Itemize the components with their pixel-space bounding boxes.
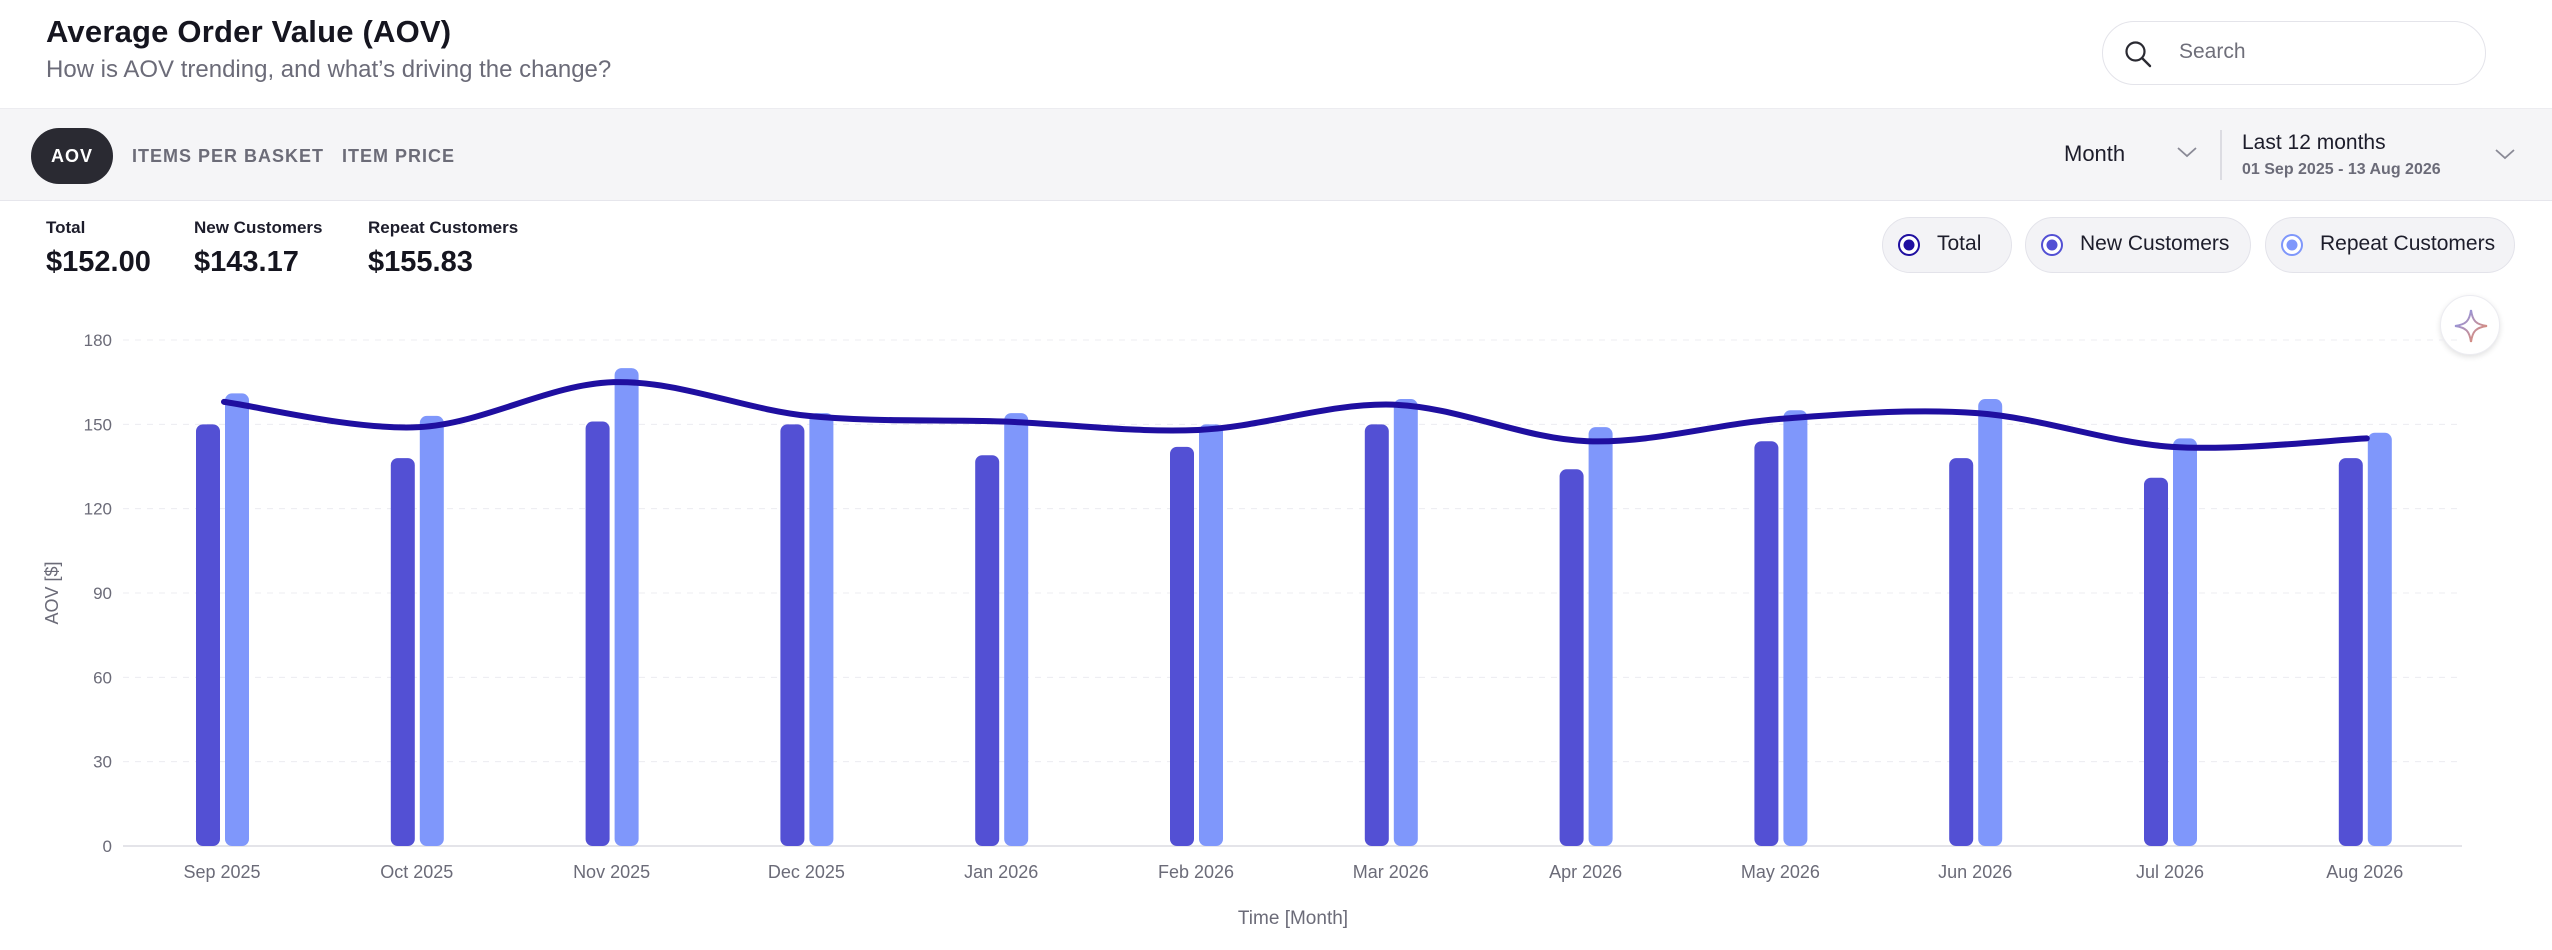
search-icon <box>2125 41 2152 68</box>
bar-new-customers <box>975 455 1000 846</box>
legend-label: Repeat Customers <box>2320 232 2496 255</box>
x-tick-label: May 2026 <box>1741 862 1820 882</box>
date-range-dropdown[interactable]: Last 12 months 01 Sep 2025 - 13 Aug 2026 <box>2242 109 2522 200</box>
kpi-total: Total $152.00 <box>46 218 151 279</box>
x-tick-label: Aug 2026 <box>2326 862 2403 882</box>
bar-new-customers <box>1170 446 1194 846</box>
total-series-line <box>221 379 2370 451</box>
ai-insights-button[interactable] <box>2440 295 2500 355</box>
x-tick-label: Jun 2026 <box>1938 862 2012 882</box>
date-range-label: Last 12 months <box>2242 131 2386 154</box>
kpi-label: New Customers <box>194 218 323 237</box>
tab-item-price[interactable]: ITEM PRICE <box>342 146 456 166</box>
y-tick-label: 0 <box>103 837 112 856</box>
granularity-value: Month <box>2064 141 2126 166</box>
bar-new-customers <box>1559 469 1584 846</box>
legend-toggle-new-customers[interactable]: New Customers <box>2025 217 2251 273</box>
bar-repeat-customers <box>2173 438 2197 846</box>
radio-selected-icon <box>2281 234 2303 256</box>
bar-repeat-customers <box>1783 410 1808 846</box>
bar-new-customers <box>585 421 610 846</box>
x-axis-label: Time [Month] <box>1238 908 1348 929</box>
bar-repeat-customers <box>1199 424 1223 846</box>
bar-new-customers <box>1949 458 1974 846</box>
kpi-repeat-customers: Repeat Customers $155.83 <box>368 218 518 279</box>
bar-repeat-customers <box>2367 432 2392 846</box>
x-tick-label: Feb 2026 <box>1158 862 1234 882</box>
toolbar-divider <box>2220 130 2222 180</box>
y-tick-label: 150 <box>84 415 112 434</box>
search-field[interactable]: Search <box>2102 21 2486 85</box>
bar-new-customers <box>2338 458 2363 846</box>
bar-repeat-customers <box>225 393 249 846</box>
kpi-label: Total <box>46 218 86 237</box>
bar-repeat-customers <box>419 415 444 846</box>
bar-repeat-customers <box>1588 427 1613 846</box>
bar-new-customers <box>780 424 805 846</box>
kpi-value: $155.83 <box>368 246 473 278</box>
y-tick-label: 180 <box>84 331 112 350</box>
legend-toggle-total[interactable]: Total <box>1882 217 2012 273</box>
x-tick-label: Jul 2026 <box>2136 862 2204 882</box>
x-tick-label: Nov 2025 <box>573 862 650 882</box>
bar-repeat-customers <box>1393 399 1418 846</box>
y-tick-label: 60 <box>93 668 112 687</box>
kpi-label: Repeat Customers <box>368 218 519 237</box>
page-header: Average Order Value (AOV) How is AOV tre… <box>0 0 2552 108</box>
chart-grid <box>123 339 2462 847</box>
tab-items-per-basket[interactable]: ITEMS PER BASKET <box>132 146 325 166</box>
legend-toggle-repeat-customers[interactable]: Repeat Customers <box>2265 217 2515 273</box>
radio-selected-icon <box>1898 234 1920 256</box>
chart-line <box>221 379 2370 451</box>
bar-new-customers <box>1754 441 1779 846</box>
x-tick-label: Oct 2025 <box>380 862 453 882</box>
kpi-new-customers: New Customers $143.17 <box>194 218 322 279</box>
x-tick-label: Mar 2026 <box>1353 862 1429 882</box>
date-range-dates: 01 Sep 2025 - 13 Aug 2026 <box>2242 161 2441 178</box>
sparkle-icon <box>2454 309 2488 343</box>
bar-repeat-customers <box>1978 399 2003 846</box>
page-title: Average Order Value (AOV) <box>46 14 452 49</box>
chevron-down-icon <box>2177 147 2197 158</box>
aov-chart: 0 30 60 90 120 150 180 Sep 2025 Oct 2025 Nov 202… <box>42 331 2462 929</box>
page-subtitle: How is AOV trending, and what’s driving … <box>46 56 612 83</box>
y-axis-label: AOV [$] <box>42 561 62 624</box>
y-tick-label: 90 <box>93 584 112 603</box>
chevron-down-icon <box>2495 149 2515 160</box>
bar-new-customers <box>390 458 415 846</box>
x-axis-ticks: Sep 2025 Oct 2025 Nov 2025 Dec 2025 Jan 2026… <box>183 862 2403 882</box>
x-tick-label: Jan 2026 <box>964 862 1038 882</box>
bar-repeat-customers <box>809 413 834 846</box>
toolbar: AOV ITEMS PER BASKET ITEM PRICE Month La… <box>0 108 2552 201</box>
bar-new-customers <box>1364 424 1389 846</box>
bar-repeat-customers <box>1004 413 1029 846</box>
tab-aov[interactable]: AOV <box>31 128 114 184</box>
bar-new-customers <box>2144 477 2168 846</box>
y-tick-label: 30 <box>93 753 112 772</box>
x-tick-label: Dec 2025 <box>768 862 845 882</box>
x-tick-label: Sep 2025 <box>183 862 260 882</box>
granularity-dropdown[interactable]: Month <box>2064 109 2214 200</box>
x-tick-label: Apr 2026 <box>1549 862 1622 882</box>
search-placeholder[interactable]: Search <box>2179 40 2246 63</box>
legend-label: New Customers <box>2080 232 2230 255</box>
chart-bars <box>196 368 2392 846</box>
legend-label: Total <box>1937 232 1982 255</box>
bar-repeat-customers <box>614 368 639 846</box>
y-tick-label: 120 <box>84 500 112 519</box>
kpi-value: $143.17 <box>194 246 299 278</box>
bar-new-customers <box>196 424 220 846</box>
y-axis-ticks: 0 30 60 90 120 150 180 <box>84 331 112 856</box>
radio-selected-icon <box>2041 234 2063 256</box>
kpi-value: $152.00 <box>46 246 151 278</box>
